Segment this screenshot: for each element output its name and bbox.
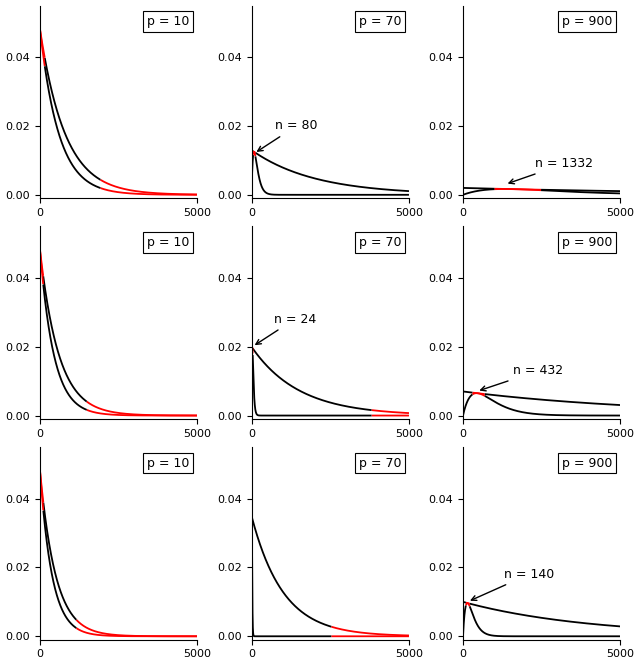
Text: n = 80: n = 80 [258, 120, 317, 151]
Text: p = 70: p = 70 [358, 236, 401, 249]
Text: p = 900: p = 900 [562, 236, 612, 249]
Text: p = 10: p = 10 [147, 15, 189, 28]
Text: p = 900: p = 900 [562, 457, 612, 469]
Text: p = 70: p = 70 [358, 457, 401, 469]
Text: n = 432: n = 432 [481, 364, 563, 391]
Text: p = 900: p = 900 [562, 15, 612, 28]
Text: p = 10: p = 10 [147, 236, 189, 249]
Text: n = 24: n = 24 [256, 313, 316, 344]
Text: n = 1332: n = 1332 [509, 158, 593, 184]
Text: p = 70: p = 70 [358, 15, 401, 28]
Text: n = 140: n = 140 [471, 568, 554, 600]
Text: p = 10: p = 10 [147, 457, 189, 469]
